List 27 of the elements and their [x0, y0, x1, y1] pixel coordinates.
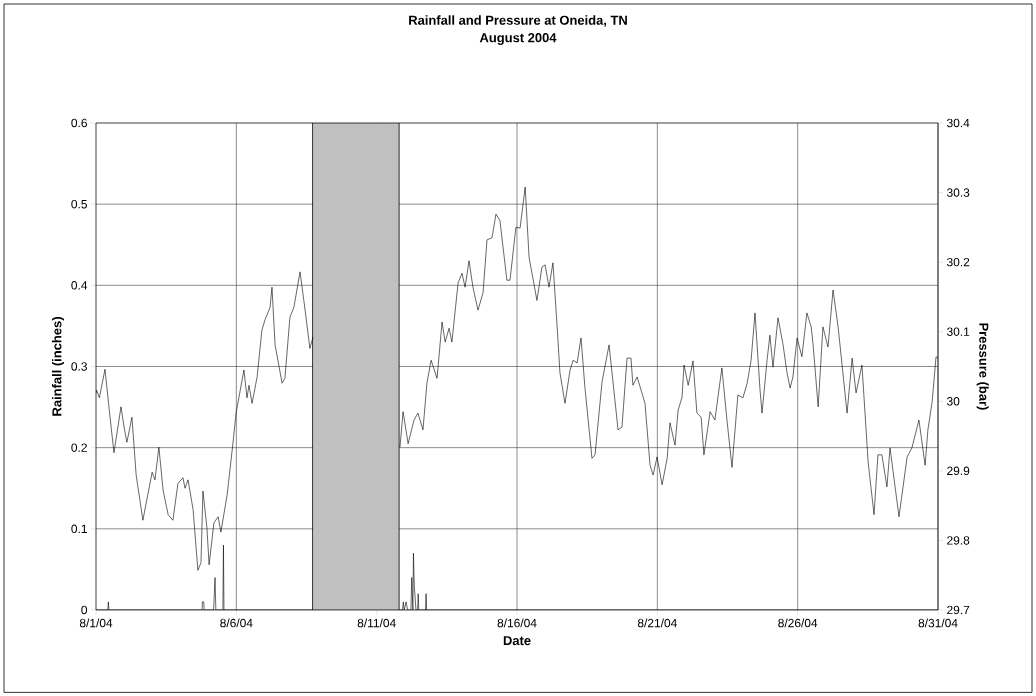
x-tick-label: 8/26/04 — [778, 618, 818, 628]
y2-tick-label: 30.2 — [946, 257, 970, 267]
y-tick-label: 0.4 — [71, 281, 88, 290]
chart-title: Rainfall and Pressure at Oneida, TN — [409, 15, 627, 27]
y2-tick-label: 29.8 — [947, 536, 970, 545]
x-axis-title: Date — [503, 636, 531, 646]
y2-axis-title: Pressure (bar) — [976, 323, 989, 410]
y-tick-label: 0.2 — [71, 443, 87, 452]
y-axis-title: Rainfall (inches) — [51, 317, 65, 416]
x-tick-label: 8/21/04 — [637, 618, 677, 628]
x-tick-label: 8/31/04 — [918, 618, 958, 628]
y2-tick-label: 30.1 — [946, 327, 970, 336]
y-tick-label: 0.1 — [71, 524, 87, 534]
x-tick-label: 8/6/04 — [220, 618, 253, 628]
x-tick-label: 8/16/04 — [497, 618, 537, 628]
y2-tick-label: 29.9 — [947, 466, 970, 476]
y2-tick-label: 30.4 — [946, 118, 970, 128]
y-tick-label: 0.5 — [71, 199, 87, 209]
chart-subtitle: August 2004 — [479, 33, 557, 45]
y2-tick-label: 30.3 — [946, 188, 970, 197]
y2-tick-label: 30 — [946, 397, 960, 406]
y-tick-label: 0 — [81, 605, 88, 615]
x-tick-label: 8/11/04 — [357, 618, 396, 628]
y2-tick-label: 29.7 — [947, 605, 970, 615]
y-tick-label: 0.6 — [71, 118, 87, 128]
x-tick-label: 8/1/04 — [79, 618, 113, 628]
y-tick-label: 0.3 — [71, 362, 87, 371]
